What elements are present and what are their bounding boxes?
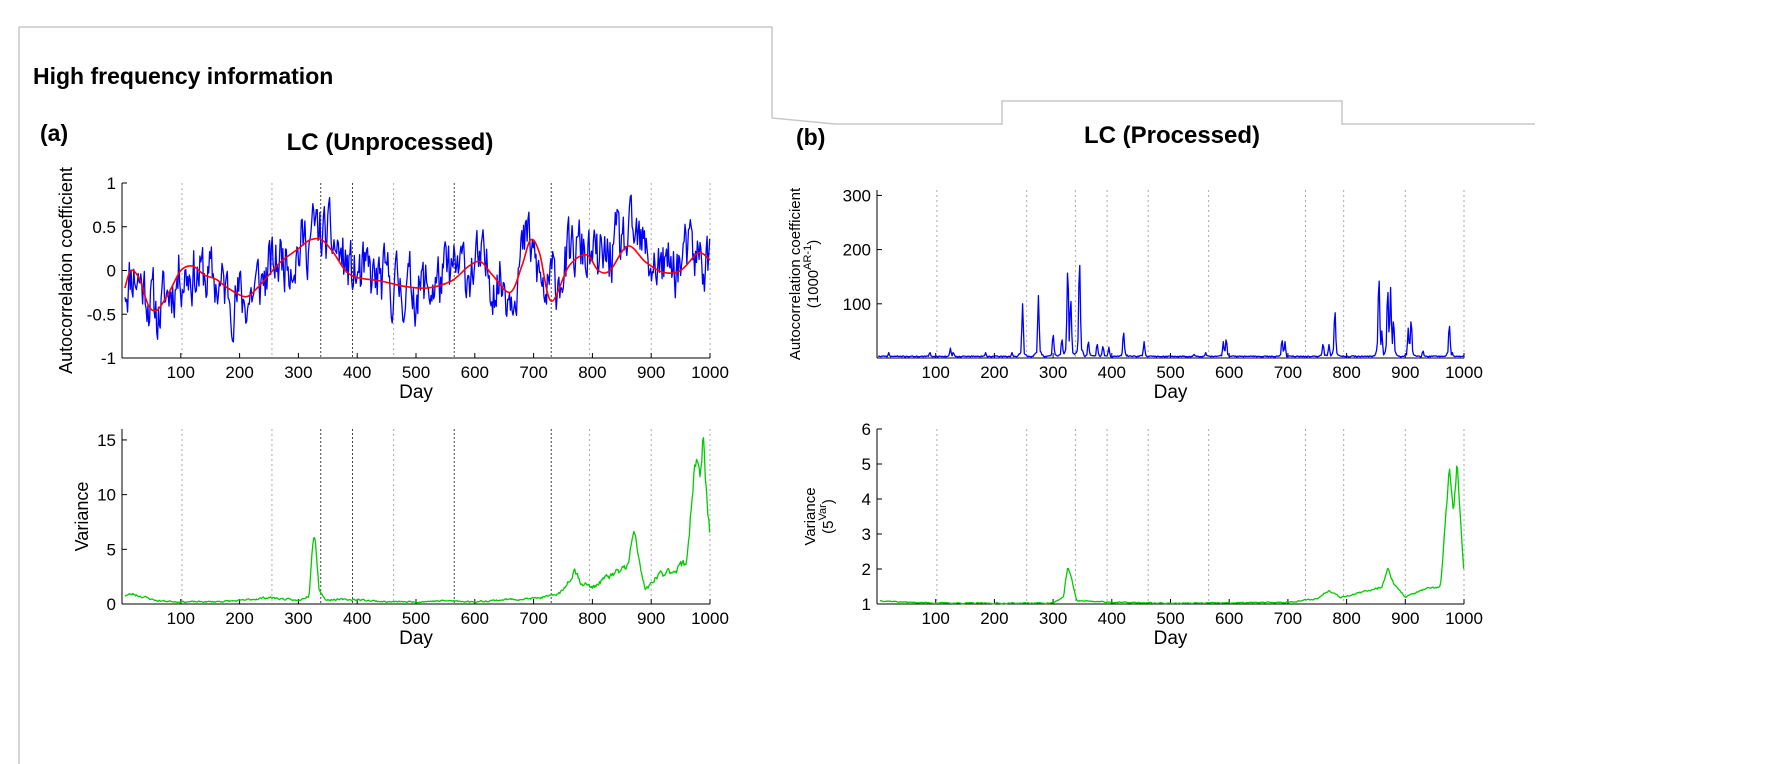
y-tick-label: 15: [97, 431, 116, 450]
chart-b-variance: 100 200 300 400 500 600 700 800 900 1000 1 2 3 4 5 6 Day…: [802, 420, 1483, 649]
y-tick-label: 3: [862, 525, 871, 544]
x-tick-label: 400: [1098, 363, 1126, 382]
x-tick-label: 300: [284, 363, 312, 382]
x-tick-label: 800: [578, 609, 606, 628]
x-tick-label: 800: [578, 363, 606, 382]
x-tick-label: 100: [922, 609, 950, 628]
x-tick-label: 500: [1156, 609, 1184, 628]
y-axis-label: Autocorrelation coefficient: [56, 167, 76, 374]
y-tick-label: 5: [862, 455, 871, 474]
panel-b-title: LC (Processed): [1084, 122, 1260, 149]
y-tick-label: 10: [97, 486, 116, 505]
x-tick-label: 1000: [1445, 609, 1483, 628]
panel-a-title: LC (Unprocessed): [287, 129, 494, 156]
frame-tab-outline: [771, 27, 1535, 125]
x-tick-label: 300: [1039, 609, 1067, 628]
x-tick-label: 700: [1274, 363, 1302, 382]
x-tick-label: 900: [1391, 609, 1419, 628]
chart-b-autocorrelation: 100 200 300 400 500 600 700 800 900 1000 100 200 300…: [787, 186, 1483, 403]
x-tick-label: 1000: [1445, 363, 1483, 382]
x-tick-label: 100: [167, 363, 195, 382]
y-axis-label: Autocorrelation coefficient: [787, 187, 804, 360]
y-tick-label: 6: [862, 420, 871, 439]
x-tick-label: 400: [343, 363, 371, 382]
x-tick-label: 500: [402, 609, 430, 628]
x-tick-label: 700: [1274, 609, 1302, 628]
panel-a-label: (a): [40, 120, 68, 146]
y-tick-label: -0.5: [87, 305, 116, 324]
page-heading: High frequency information: [33, 63, 333, 89]
chart-a-autocorrelation: 100 200 300 400 500 600 700 800 900 1000 -1 -0.5 0 0.…: [56, 167, 729, 403]
y-tick-label: 0: [107, 595, 116, 614]
y-axis-label-formula: (5Var): [817, 499, 837, 534]
x-tick-label: 100: [167, 609, 195, 628]
x-tick-label: 1000: [691, 363, 729, 382]
x-tick-label: 800: [1332, 609, 1360, 628]
x-tick-label: 500: [1156, 363, 1184, 382]
x-tick-label: 300: [1039, 363, 1067, 382]
y-tick-label: 200: [843, 241, 871, 260]
x-tick-label: 200: [225, 363, 253, 382]
y-axis-label-formula: (1000AR-1): [802, 240, 822, 308]
series-line: [877, 264, 1465, 358]
y-tick-label: 1: [107, 174, 116, 193]
x-tick-label: 400: [1098, 609, 1126, 628]
x-axis-label: Day: [1154, 628, 1188, 649]
y-tick-label: 0.5: [92, 218, 116, 237]
y-tick-label: 4: [862, 490, 871, 509]
y-tick-label: 300: [843, 186, 871, 205]
series-line: [124, 237, 711, 312]
x-tick-label: 700: [519, 609, 547, 628]
y-tick-label: 1: [862, 595, 871, 614]
series-line: [879, 465, 1465, 605]
x-tick-label: 200: [225, 609, 253, 628]
x-axis-label: Day: [399, 628, 433, 649]
x-tick-label: 900: [637, 363, 665, 382]
x-tick-label: 800: [1332, 363, 1360, 382]
x-tick-label: 300: [284, 609, 312, 628]
y-tick-label: 0: [107, 262, 116, 281]
x-tick-label: 200: [980, 609, 1008, 628]
x-tick-label: 600: [1215, 363, 1243, 382]
y-axis-label: Variance: [802, 487, 819, 545]
x-axis-label: Day: [399, 382, 433, 403]
panel-b-label: (b): [796, 124, 825, 150]
x-tick-label: 400: [343, 609, 371, 628]
x-tick-label: 600: [1215, 609, 1243, 628]
x-tick-label: 100: [922, 363, 950, 382]
x-tick-label: 700: [519, 363, 547, 382]
series-line: [124, 194, 711, 343]
x-tick-label: 900: [637, 609, 665, 628]
x-tick-label: 600: [461, 609, 489, 628]
x-tick-label: 600: [461, 363, 489, 382]
y-tick-label: 100: [843, 295, 871, 314]
x-tick-label: 900: [1391, 363, 1419, 382]
x-tick-label: 1000: [691, 609, 729, 628]
series-line: [124, 437, 711, 604]
y-axis-label: Variance: [72, 482, 92, 552]
x-axis-label: Day: [1154, 382, 1188, 403]
y-tick-label: 5: [107, 540, 116, 559]
chart-a-variance: 100 200 300 400 500 600 700 800 900 1000 0 5 10 15 Day…: [72, 429, 729, 649]
frame-lines: [18, 26, 1535, 764]
y-tick-label: 2: [862, 560, 871, 579]
y-tick-label: -1: [101, 349, 116, 368]
x-tick-label: 200: [980, 363, 1008, 382]
x-tick-label: 500: [402, 363, 430, 382]
